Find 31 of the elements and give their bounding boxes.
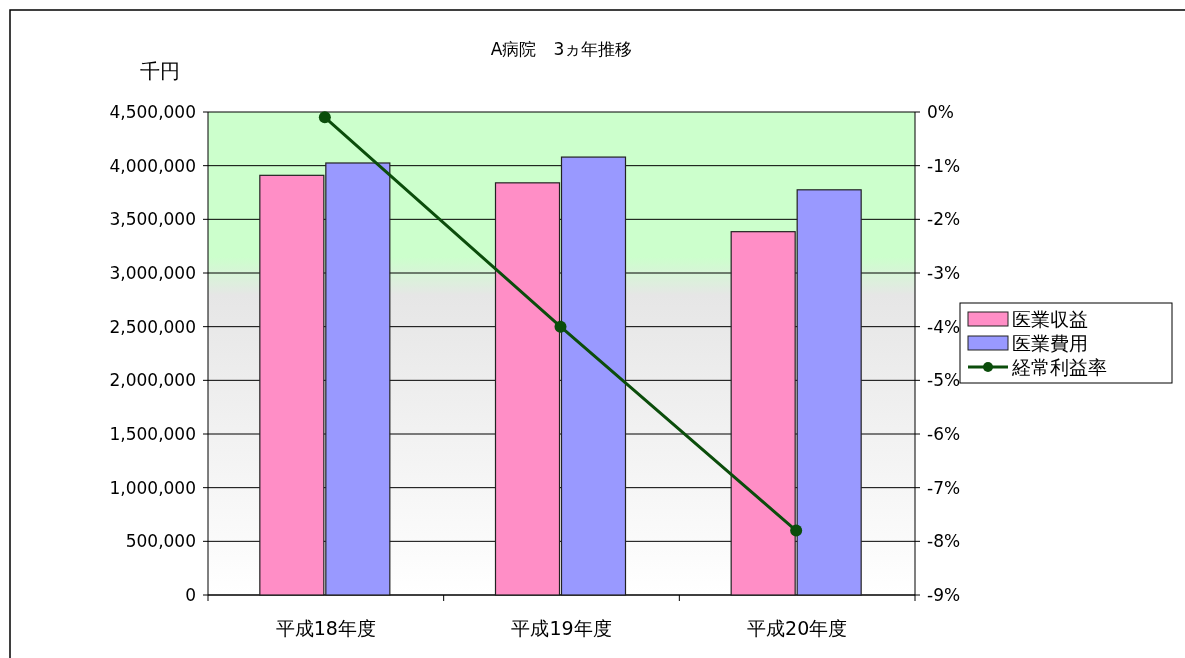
y-tick-label: 4,500,000 [109, 102, 196, 122]
y-tick-label: 4,000,000 [109, 155, 196, 176]
y2-tick-label: -2% [927, 209, 961, 230]
y-tick-label: 1,000,000 [109, 477, 196, 498]
point [554, 320, 567, 333]
y-tick-label: 0 [185, 585, 196, 605]
y2-tick-label: -8% [927, 531, 961, 552]
y2-tick-label: -7% [927, 477, 961, 498]
point [318, 111, 331, 124]
point [790, 524, 803, 537]
y-tick-label: 3,000,000 [109, 263, 196, 283]
y-tick-label: 1,500,000 [109, 424, 196, 444]
y2-tick-label: -1% [927, 155, 961, 176]
y-tick-label: 3,500,000 [109, 209, 196, 230]
y2-tick-label: -5% [927, 370, 961, 391]
x-tick-label: 平成20年度 [747, 617, 848, 639]
y2-tick-label: -3% [927, 263, 961, 283]
y2-tick-label: -4% [927, 316, 961, 337]
y-tick-label: 500,000 [125, 531, 196, 552]
y-axis-title: 千円 [140, 59, 180, 83]
legend-label: 医業費用 [1012, 332, 1088, 354]
y2-tick-label: 0% [927, 102, 954, 122]
x-tick-label: 平成19年度 [511, 617, 612, 639]
y2-tick-label: -9% [927, 585, 961, 605]
y-tick-label: 2,500,000 [109, 316, 196, 337]
x-tick-label: 平成18年度 [275, 617, 376, 639]
legend-label: 経常利益率 [1011, 356, 1107, 378]
legend-label: 医業収益 [1012, 308, 1088, 330]
y2-tick-label: -6% [927, 424, 961, 444]
chart-title: A病院 3ヵ年推移 [490, 39, 633, 59]
y-tick-label: 2,000,000 [109, 370, 196, 391]
